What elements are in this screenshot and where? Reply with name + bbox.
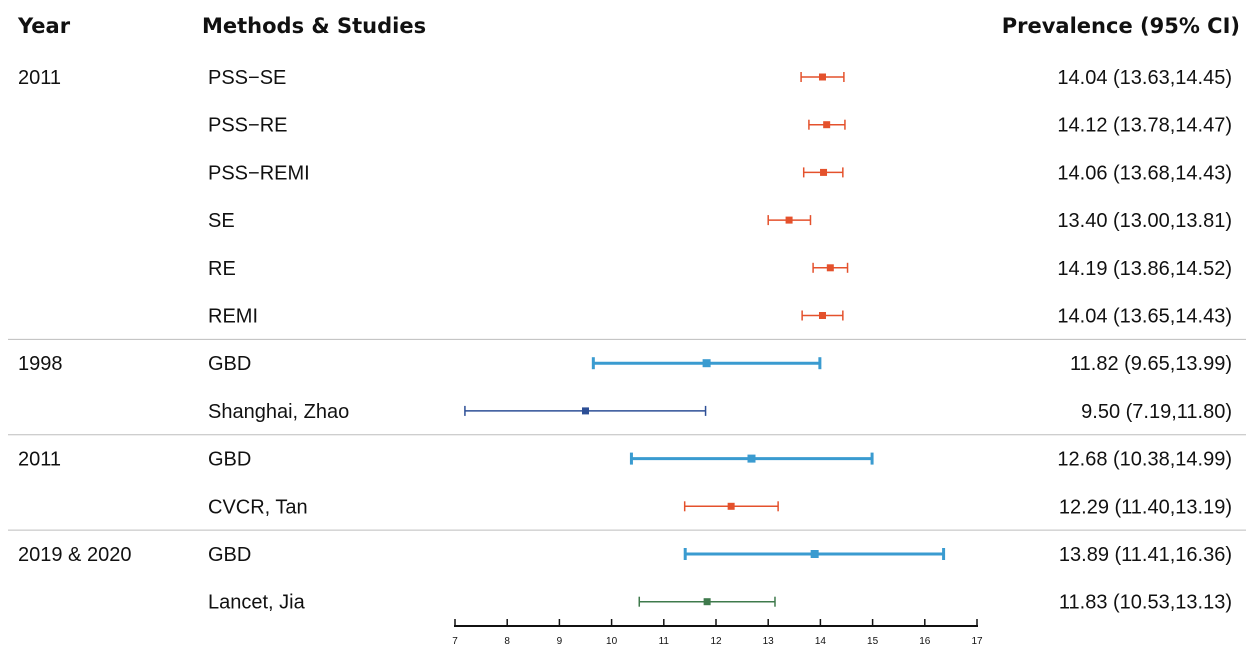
x-tick-label: 7 [452,636,458,647]
x-axis: 7 8 9 10 11 12 13 14 15 16 17 [452,619,983,647]
x-tick-label: 13 [763,636,775,647]
year-label: 2011 [18,449,61,471]
study-label: Lancet, Jia [208,592,306,614]
x-tick-label: 15 [867,636,879,647]
study-label: SE [208,210,235,232]
study-label: CVCR, Tan [208,496,308,518]
x-tick-label: 16 [919,636,931,647]
x-tick-label: 10 [606,636,618,647]
point-estimate-marker [818,312,826,319]
prevalence-ci-value: 14.06 (13.68,14.43) [1057,162,1232,184]
study-label: GBD [208,353,251,375]
prevalence-ci-value: 11.83 (10.53,13.13) [1059,592,1232,614]
study-label: PSS−REMI [208,162,310,184]
point-estimate-marker [823,121,831,129]
prevalence-ci-value: 9.50 (7.19,11.80) [1081,401,1232,423]
study-label: GBD [208,449,251,471]
point-estimate-marker [826,264,834,272]
point-estimate-marker [747,454,756,463]
point-estimate-marker [582,407,589,415]
point-estimate-marker [785,216,793,224]
x-tick-label: 17 [971,636,983,647]
prevalence-ci-value: 14.04 (13.63,14.45) [1057,67,1232,89]
point-estimate-marker [727,502,735,510]
point-estimate-marker [703,598,711,606]
methods-header: Methods & Studies [202,14,426,38]
year-header: Year [17,14,71,38]
x-tick-label: 9 [557,636,563,647]
x-tick-label: 8 [504,636,510,647]
x-tick-label: 14 [815,636,827,647]
forest-rows: 2011 PSS−SE 14.04 (13.63,14.45) PSS−RE 14.12… [8,67,1246,614]
study-label: REMI [208,306,258,328]
prevalence-ci-value: 13.89 (11.41,16.36) [1059,544,1232,566]
prevalence-ci-value: 14.04 (13.65,14.43) [1057,306,1232,328]
study-label: GBD [208,544,251,566]
prevalence-ci-value: 11.82 (9.65,13.99) [1070,353,1232,375]
year-label: 2019 & 2020 [18,544,131,566]
point-estimate-marker [702,359,711,368]
point-estimate-marker [810,550,819,558]
prevalence-ci-value: 14.19 (13.86,14.52) [1057,258,1232,280]
prevalence-ci-value: 14.12 (13.78,14.47) [1057,115,1232,137]
x-tick-label: 12 [710,636,722,647]
year-label: 1998 [18,353,63,375]
year-label: 2011 [18,67,61,89]
prevalence-ci-value: 12.29 (11.40,13.19) [1059,496,1232,518]
prevalence-header: Prevalence (95% CI) [1002,14,1240,38]
study-label: RE [208,258,236,280]
study-label: Shanghai, Zhao [208,401,349,423]
point-estimate-marker [818,73,826,81]
study-label: PSS−RE [208,115,287,137]
point-estimate-marker [820,168,828,176]
study-label: PSS−SE [208,67,286,89]
prevalence-ci-value: 13.40 (13.00,13.81) [1057,210,1232,232]
x-tick-label: 11 [659,636,670,647]
prevalence-ci-value: 12.68 (10.38,14.99) [1057,449,1232,471]
